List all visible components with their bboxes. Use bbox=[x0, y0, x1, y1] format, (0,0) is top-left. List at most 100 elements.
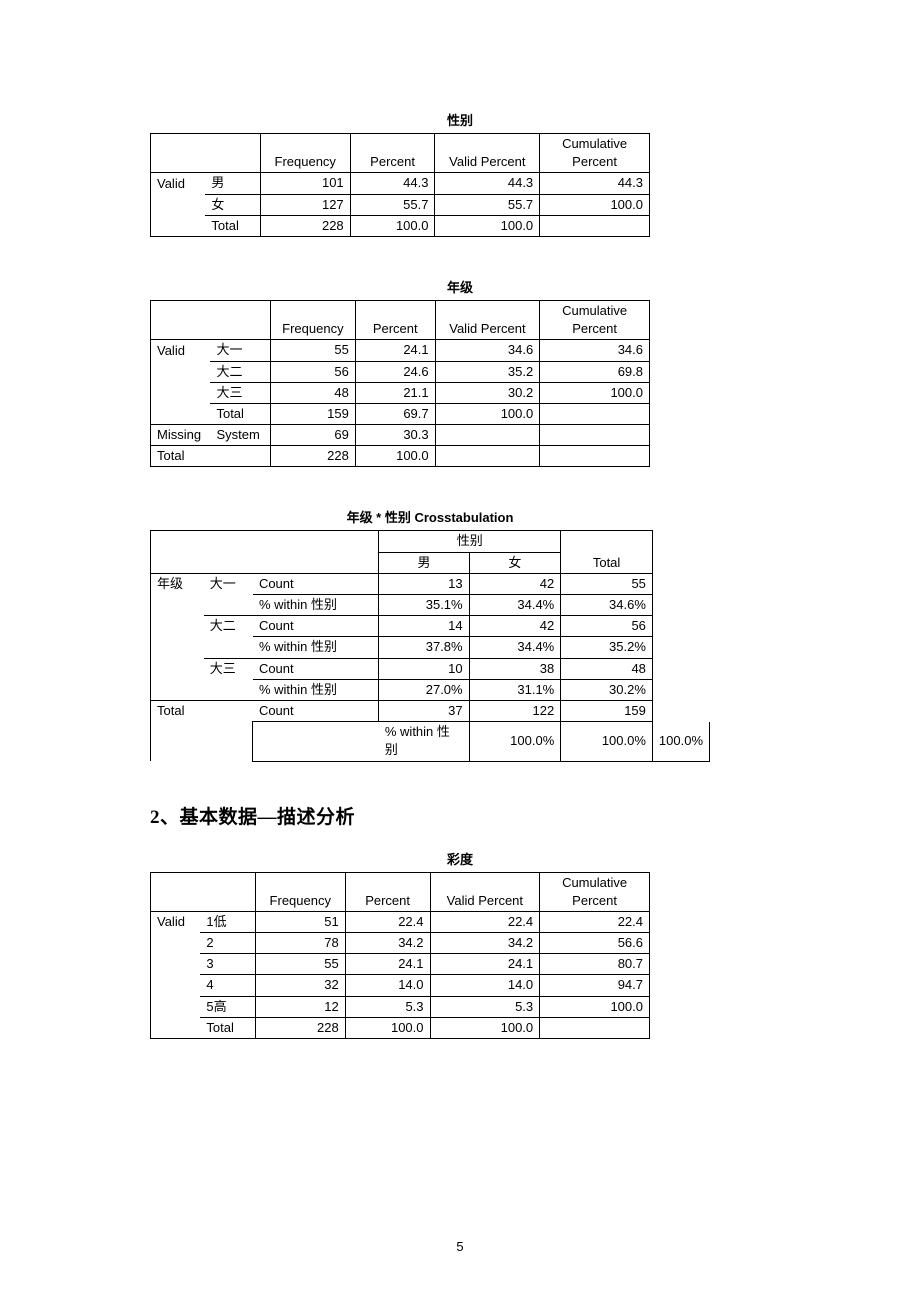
cell: 228 bbox=[260, 215, 350, 236]
cell: 22.4 bbox=[345, 911, 430, 932]
row-label: 4 bbox=[200, 975, 255, 996]
cell: 31.1% bbox=[469, 679, 561, 700]
cell bbox=[540, 446, 650, 467]
cell: 69.8 bbox=[540, 361, 650, 382]
cell: 14.0 bbox=[345, 975, 430, 996]
table4-title: 彩度 bbox=[150, 849, 770, 868]
cell: 127 bbox=[260, 194, 350, 215]
stat-label: Count bbox=[253, 616, 379, 637]
cell: 14.0 bbox=[430, 975, 540, 996]
cell: 14 bbox=[379, 616, 469, 637]
cell: 30.2% bbox=[561, 679, 653, 700]
cell: 56 bbox=[270, 361, 355, 382]
row-label: Total bbox=[200, 1017, 255, 1038]
col-frequency: Frequency bbox=[260, 134, 350, 173]
cell: 34.6 bbox=[540, 340, 650, 361]
cell: 100.0% bbox=[652, 722, 709, 761]
cell: 100.0 bbox=[345, 1017, 430, 1038]
col-valid-percent: Valid Percent bbox=[435, 300, 540, 339]
cell: 34.2 bbox=[345, 933, 430, 954]
stub-valid: Valid bbox=[151, 911, 201, 932]
col-percent: Percent bbox=[350, 134, 435, 173]
cell: 56 bbox=[561, 616, 653, 637]
cell: 55 bbox=[561, 573, 653, 594]
cell: 35.2 bbox=[435, 361, 540, 382]
row-label: 大二 bbox=[210, 361, 270, 382]
row-total: Total bbox=[151, 700, 253, 761]
cell bbox=[540, 403, 650, 424]
cell: 51 bbox=[255, 911, 345, 932]
cell: 38 bbox=[469, 658, 561, 679]
cell: 228 bbox=[255, 1017, 345, 1038]
cell: 100.0 bbox=[350, 215, 435, 236]
row-label: System bbox=[210, 425, 270, 446]
col-super-gender: 性别 bbox=[379, 531, 561, 552]
cell: 100.0 bbox=[355, 446, 435, 467]
cell: 56.6 bbox=[540, 933, 650, 954]
table1: Frequency Percent Valid Percent Cumulati… bbox=[150, 133, 650, 237]
cell: 30.3 bbox=[355, 425, 435, 446]
stub-missing: Missing bbox=[151, 425, 211, 446]
cell: 100.0 bbox=[540, 382, 650, 403]
cell: 21.1 bbox=[355, 382, 435, 403]
cell: 34.4% bbox=[469, 595, 561, 616]
cell: 80.7 bbox=[540, 954, 650, 975]
col-frequency: Frequency bbox=[270, 300, 355, 339]
cell: 100.0% bbox=[469, 722, 561, 761]
table1-title: 性别 bbox=[150, 110, 770, 129]
cell: 48 bbox=[270, 382, 355, 403]
cell: 34.4% bbox=[469, 637, 561, 658]
cell: 24.1 bbox=[355, 340, 435, 361]
cell: 55 bbox=[255, 954, 345, 975]
cell: 100.0 bbox=[540, 996, 650, 1017]
stub-valid: Valid bbox=[151, 173, 206, 194]
col-cum-percent: CumulativePercent bbox=[540, 134, 650, 173]
cell: 100.0 bbox=[435, 215, 540, 236]
table3-title: 年级 * 性别 Crosstabulation bbox=[150, 507, 710, 526]
cell: 24.1 bbox=[345, 954, 430, 975]
cell: 34.2 bbox=[430, 933, 540, 954]
cell: 100.0% bbox=[561, 722, 653, 761]
stat-label: Count bbox=[253, 573, 379, 594]
cell: 69.7 bbox=[355, 403, 435, 424]
col-total: Total bbox=[561, 531, 653, 573]
cell: 100.0 bbox=[540, 194, 650, 215]
stat-label: Count bbox=[253, 658, 379, 679]
row-label: 1低 bbox=[200, 911, 255, 932]
cell: 34.6% bbox=[561, 595, 653, 616]
stat-label: % within 性别 bbox=[253, 637, 379, 658]
stat-label: % within 性别 bbox=[379, 722, 469, 761]
cell: 35.2% bbox=[561, 637, 653, 658]
col-frequency: Frequency bbox=[255, 872, 345, 911]
stub-total: Total bbox=[151, 446, 271, 467]
cell: 44.3 bbox=[435, 173, 540, 194]
cell: 24.6 bbox=[355, 361, 435, 382]
stat-label: Count bbox=[253, 700, 379, 721]
col-valid-percent: Valid Percent bbox=[435, 134, 540, 173]
cell: 48 bbox=[561, 658, 653, 679]
cell: 27.0% bbox=[379, 679, 469, 700]
cell: 78 bbox=[255, 933, 345, 954]
table4: Frequency Percent Valid Percent Cumulati… bbox=[150, 872, 650, 1040]
cell: 37.8% bbox=[379, 637, 469, 658]
cell: 44.3 bbox=[350, 173, 435, 194]
col-cum-percent: CumulativePercent bbox=[540, 300, 650, 339]
row-label: 大三 bbox=[210, 382, 270, 403]
cell: 5.3 bbox=[430, 996, 540, 1017]
row-label: 2 bbox=[200, 933, 255, 954]
cell bbox=[540, 1017, 650, 1038]
cell bbox=[540, 425, 650, 446]
cell: 159 bbox=[561, 700, 653, 721]
cell: 22.4 bbox=[540, 911, 650, 932]
table2: Frequency Percent Valid Percent Cumulati… bbox=[150, 300, 650, 468]
row-label: Total bbox=[210, 403, 270, 424]
row-label: Total bbox=[205, 215, 260, 236]
row-label: 女 bbox=[205, 194, 260, 215]
stub-valid: Valid bbox=[151, 340, 211, 361]
col-percent: Percent bbox=[345, 872, 430, 911]
row-label: 大一 bbox=[204, 573, 253, 615]
section-heading: 2、基本数据—描述分析 bbox=[150, 802, 770, 829]
cell: 100.0 bbox=[430, 1017, 540, 1038]
col-female: 女 bbox=[469, 552, 561, 573]
row-label: 男 bbox=[205, 173, 260, 194]
